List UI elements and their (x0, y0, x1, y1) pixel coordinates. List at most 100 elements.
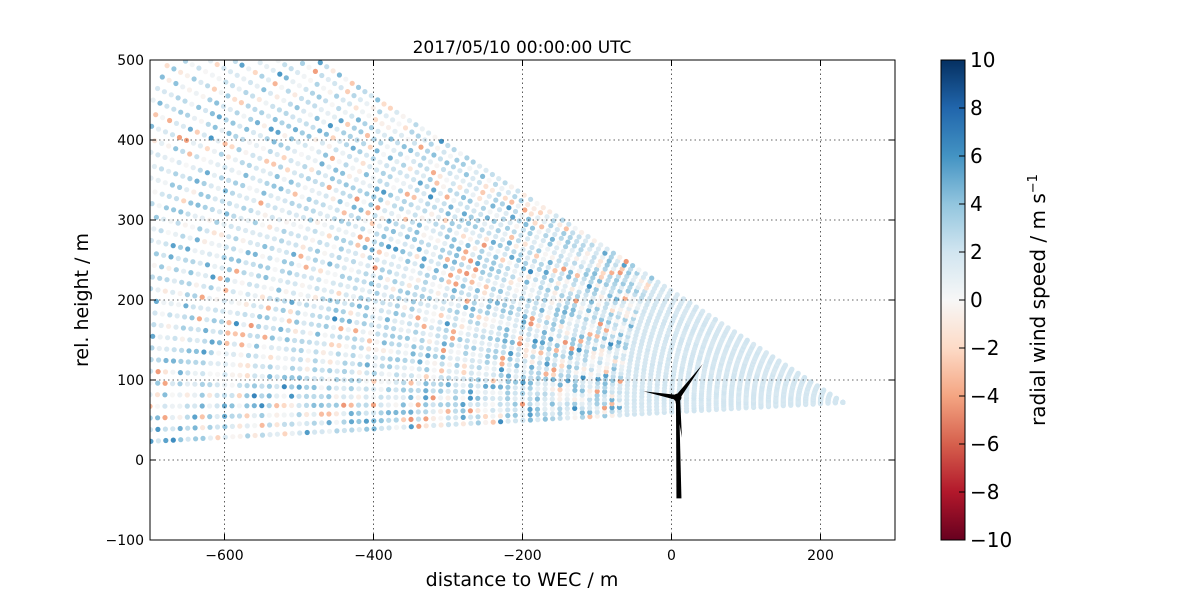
scan-point (483, 284, 489, 290)
scan-point (189, 101, 195, 107)
scan-point (338, 246, 344, 252)
scan-point (161, 252, 167, 258)
scan-point (431, 204, 438, 210)
scan-point (547, 305, 554, 311)
scan-point (387, 356, 393, 362)
scan-point (527, 417, 534, 423)
scan-point (211, 86, 217, 92)
scan-point (325, 270, 331, 276)
scan-point (506, 205, 512, 211)
scan-point (597, 278, 603, 284)
scan-point (216, 114, 222, 120)
scan-point (490, 395, 496, 402)
scan-point (518, 232, 524, 238)
scan-point (211, 172, 217, 178)
scan-point (155, 287, 161, 293)
scan-point (257, 314, 263, 320)
scan-point (400, 394, 406, 401)
scan-point (193, 90, 199, 96)
scan-point (424, 148, 431, 154)
scan-point (159, 191, 165, 197)
scan-point (564, 300, 571, 306)
scan-point (375, 97, 381, 103)
scan-point (170, 437, 176, 443)
scan-point (326, 376, 332, 382)
scan-point (497, 288, 504, 294)
scan-point (190, 304, 196, 310)
scan-point (264, 234, 270, 240)
scan-point (276, 345, 282, 351)
scan-point (354, 196, 360, 202)
scan-point (508, 184, 515, 190)
scan-point (450, 181, 456, 187)
scan-point (406, 118, 413, 124)
scan-point (342, 109, 348, 115)
scan-point (401, 372, 407, 378)
scan-point (295, 69, 301, 76)
scan-point (630, 263, 636, 269)
scan-point (808, 379, 814, 385)
scan-point (184, 73, 190, 79)
scan-point (444, 321, 450, 327)
scan-point (343, 229, 349, 235)
scan-point (205, 194, 211, 200)
scan-point (259, 373, 265, 379)
scan-point (567, 355, 574, 361)
scan-point (527, 380, 534, 386)
scan-point (521, 266, 527, 272)
scan-point (393, 394, 399, 400)
scan-point (259, 432, 266, 438)
scan-point (509, 339, 515, 345)
scan-point (324, 213, 330, 219)
scan-point (397, 231, 403, 237)
scan-point (554, 245, 560, 251)
scan-point (219, 265, 225, 271)
scan-point (385, 200, 391, 206)
scan-point (474, 202, 480, 208)
scan-point (285, 327, 291, 333)
scan-point (151, 322, 157, 328)
scan-point (419, 337, 425, 344)
scan-point (468, 214, 474, 220)
scan-point (216, 340, 223, 346)
scan-point (431, 187, 437, 193)
x-tick-label: −600 (205, 548, 243, 564)
scan-point (505, 390, 511, 396)
scan-point (186, 348, 192, 354)
scan-point (208, 360, 214, 366)
scan-point (428, 194, 434, 200)
scan-point (199, 215, 205, 221)
scan-point (410, 299, 416, 305)
scan-point (244, 423, 250, 429)
scan-point (387, 301, 393, 307)
scan-point (558, 235, 564, 241)
scan-point (550, 326, 556, 332)
scan-point (216, 209, 223, 215)
scan-point (617, 412, 623, 418)
scan-point (606, 258, 612, 264)
scan-point (202, 204, 208, 210)
scan-point (408, 387, 414, 393)
scan-point (603, 327, 610, 333)
scan-point (298, 291, 304, 298)
scan-point (409, 129, 415, 135)
scan-point (572, 414, 578, 421)
scan-point (259, 110, 265, 116)
scan-point (408, 394, 414, 401)
scan-point (166, 323, 172, 329)
scan-point (498, 419, 504, 425)
scan-point (329, 224, 335, 230)
scan-point (304, 384, 310, 390)
scan-point (547, 341, 553, 347)
scan-point (336, 342, 342, 349)
scan-point (522, 285, 528, 291)
scan-point (438, 312, 444, 318)
scan-point (365, 210, 371, 216)
scan-point (166, 265, 172, 271)
scan-point (227, 106, 233, 113)
scan-point (561, 266, 567, 272)
scan-point (472, 339, 478, 345)
scan-point (296, 384, 302, 390)
scan-point (532, 338, 538, 344)
scan-point (288, 158, 294, 164)
